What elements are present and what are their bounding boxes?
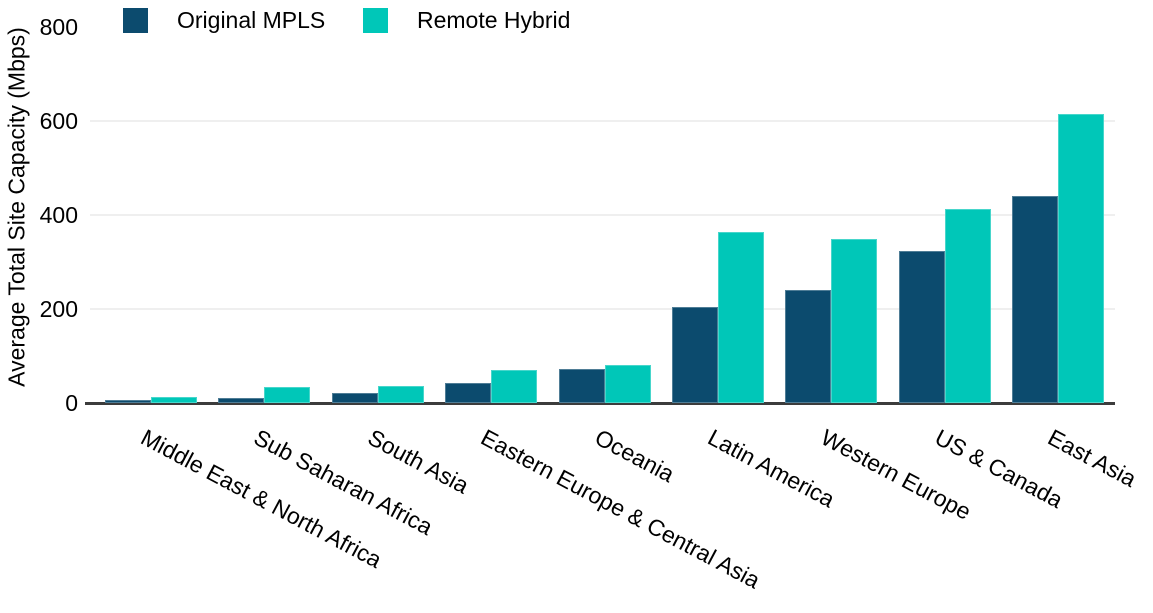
legend-label-remote-hybrid: Remote Hybrid — [417, 7, 571, 33]
bar-original-mpls-9 — [1012, 196, 1059, 403]
bar-remote-hybrid-8 — [944, 208, 991, 403]
bar-remote-hybrid-9 — [1058, 113, 1105, 403]
bar-original-mpls-5 — [558, 368, 605, 403]
y-tick-label-400: 400 — [39, 202, 78, 228]
bar-remote-hybrid-5 — [604, 365, 651, 403]
plot-area — [85, 0, 1115, 405]
bar-remote-hybrid-1 — [150, 396, 197, 403]
y-axis-tick-labels: 0 200 400 600 800 — [0, 0, 78, 416]
y-tick-label-600: 600 — [39, 108, 78, 134]
y-tick-label-200: 200 — [39, 296, 78, 322]
x-category-label-5: Oceania — [590, 424, 679, 488]
bar-remote-hybrid-6 — [717, 232, 764, 403]
bar-original-mpls-7 — [785, 290, 832, 403]
bar-original-mpls-4 — [445, 383, 492, 403]
bar-remote-hybrid-2 — [264, 386, 311, 403]
bar-remote-hybrid-7 — [831, 238, 878, 403]
gridline-600 — [90, 120, 1115, 122]
x-category-label-9: East Asia — [1044, 424, 1141, 492]
y-tick-label-800: 800 — [39, 14, 78, 40]
x-axis-line — [85, 402, 1115, 405]
bar-remote-hybrid-3 — [377, 386, 424, 403]
x-axis-category-labels: Middle East & North Africa Sub Saharan Af… — [94, 424, 1141, 613]
bar-original-mpls-1 — [104, 400, 151, 403]
bar-original-mpls-2 — [218, 398, 265, 403]
y-tick-label-0: 0 — [65, 390, 78, 416]
legend-swatch-original-mpls — [123, 8, 148, 33]
gridline-200 — [90, 308, 1115, 310]
bar-original-mpls-3 — [331, 393, 378, 403]
bar-original-mpls-6 — [671, 306, 718, 403]
legend-label-original-mpls: Original MPLS — [177, 7, 326, 33]
legend: Original MPLS Remote Hybrid — [0, 0, 1153, 40]
bar-original-mpls-8 — [898, 251, 945, 403]
bar-remote-hybrid-4 — [491, 370, 538, 403]
legend-swatch-remote-hybrid — [363, 8, 388, 33]
x-category-label-6: Latin America — [703, 424, 839, 513]
gridline-400 — [90, 214, 1115, 216]
